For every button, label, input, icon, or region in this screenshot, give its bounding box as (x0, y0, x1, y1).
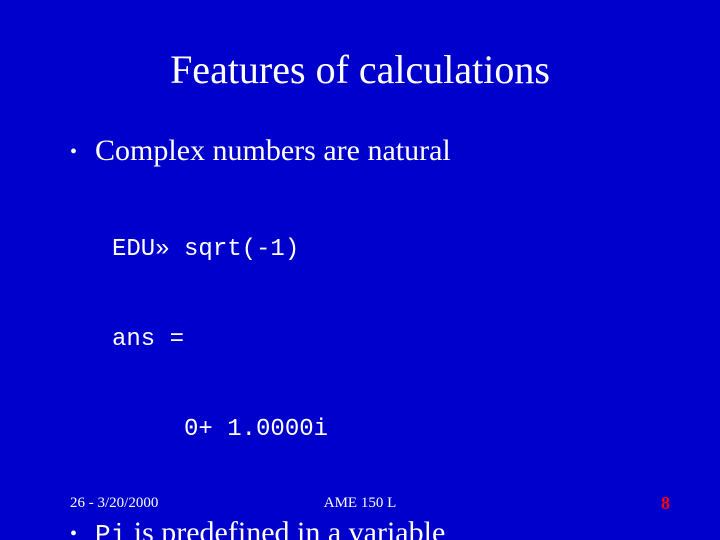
code-line: ans = (112, 325, 670, 355)
code-line: 0+ 1.0000i (184, 415, 670, 445)
bullet-icon: • (70, 515, 77, 540)
bullet-text: Complex numbers are natural (95, 133, 451, 169)
bullet-icon: • (70, 133, 77, 171)
code-block: EDU» sqrt(-1) ans = 0+ 1.0000i (112, 175, 670, 505)
code-line: EDU» sqrt(-1) (112, 235, 670, 265)
slide-content: • Complex numbers are natural EDU» sqrt(… (50, 133, 670, 540)
code-inline: Pi (95, 520, 126, 540)
bullet-item: • Complex numbers are natural (70, 133, 670, 171)
slide: Features of calculations • Complex numbe… (0, 0, 720, 540)
footer-course: AME 150 L (324, 495, 397, 512)
footer-date: 26 - 3/20/2000 (70, 495, 158, 512)
bullet-text: Pi is predefined in a variable (95, 515, 445, 540)
bullet-item: • Pi is predefined in a variable (70, 515, 670, 540)
bullet-suffix: is predefined in a variable (126, 516, 445, 540)
page-number: 8 (661, 493, 670, 514)
slide-title: Features of calculations (50, 46, 670, 93)
slide-footer: 26 - 3/20/2000 AME 150 L 8 (0, 493, 720, 514)
